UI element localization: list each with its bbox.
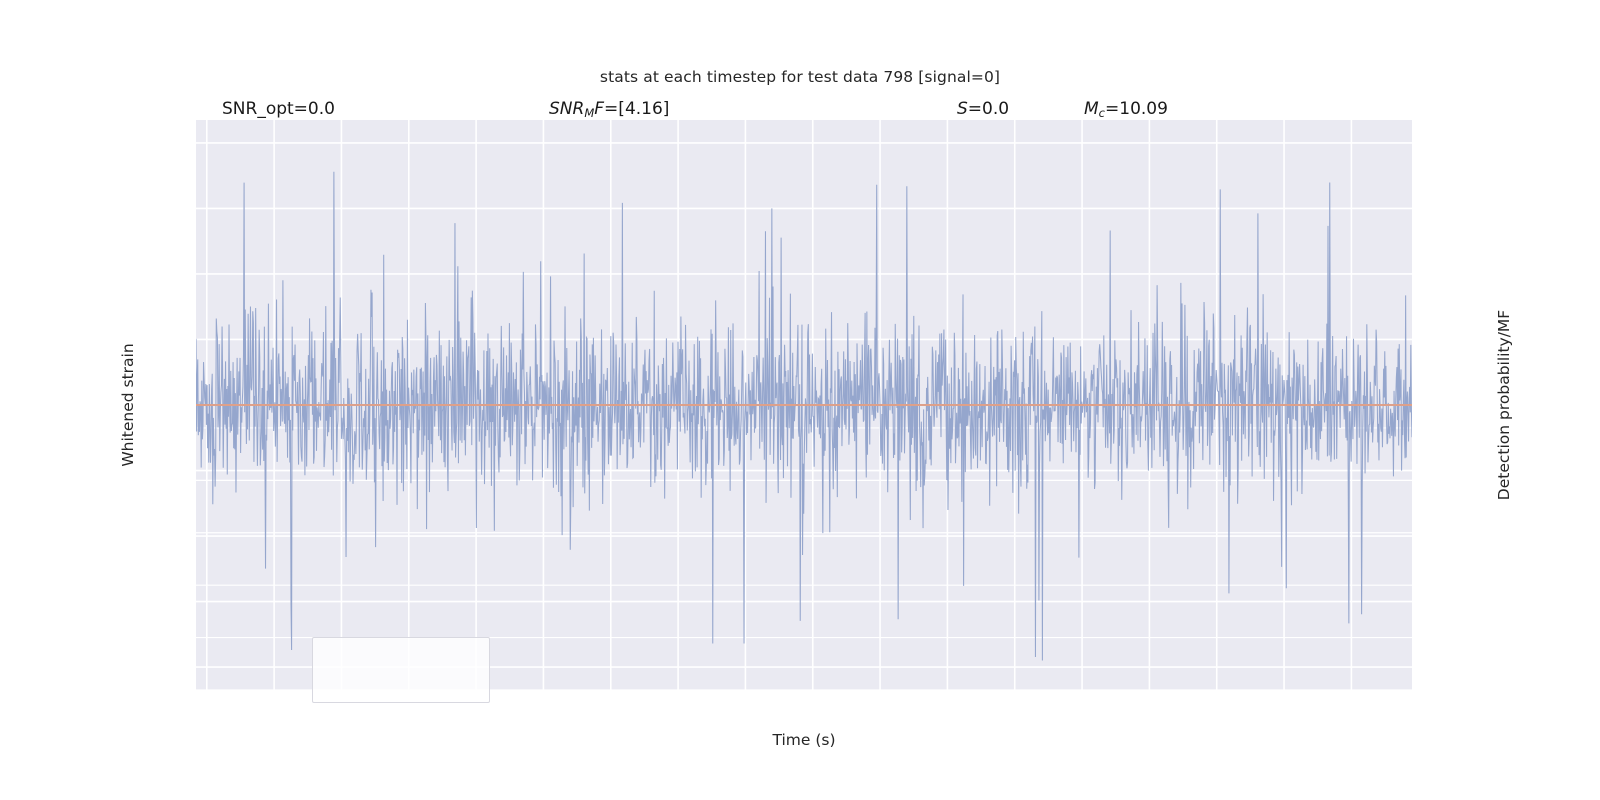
annotation-snr-mf-symbol: SNR	[549, 99, 585, 119]
x-axis-label: Time (s)	[772, 731, 836, 749]
annotation-snr-mf-symbol2: F	[594, 99, 605, 119]
plot-area[interactable]	[196, 120, 1412, 690]
annotation-s-stat-eq: =	[967, 99, 983, 119]
annotation-snr-mf-eq: =[	[604, 99, 625, 119]
figure-title: stats at each timestep for test data 798…	[599, 68, 1001, 86]
annotation-chirp-mass-sub: c	[1098, 106, 1105, 120]
annotation-chirp-mass-value: 10.09	[1119, 99, 1168, 119]
y-axis-label-left: Whitened strain	[119, 343, 137, 467]
signal-noise-trace	[196, 171, 1412, 661]
annotation-snr-mf-close: ]	[662, 99, 670, 119]
annotation-s-stat-symbol: S	[957, 99, 968, 119]
annotation-snr-mf-value: 4.16	[624, 99, 663, 119]
annotation-snr-opt: SNR_opt=0.0	[222, 99, 335, 119]
annotation-chirp-mass-eq: =	[1105, 99, 1120, 119]
annotation-snr-mf-sub: M	[584, 106, 595, 120]
annotation-snr-opt-text: SNR_opt=0.0	[222, 99, 335, 119]
annotation-chirp-mass-symbol: M	[1084, 99, 1099, 119]
annotation-snr-mf: SNRMF=[4.16]	[549, 99, 670, 120]
annotation-chirp-mass: Mc=10.09	[1084, 99, 1168, 120]
y-axis-label-right: Detection probability/MF	[1495, 309, 1513, 501]
legend[interactable]	[312, 637, 490, 703]
plot-svg	[196, 120, 1412, 690]
annotation-s-stat-value: 0.0	[982, 99, 1010, 119]
annotation-s-stat: S=0.0	[957, 99, 1009, 119]
